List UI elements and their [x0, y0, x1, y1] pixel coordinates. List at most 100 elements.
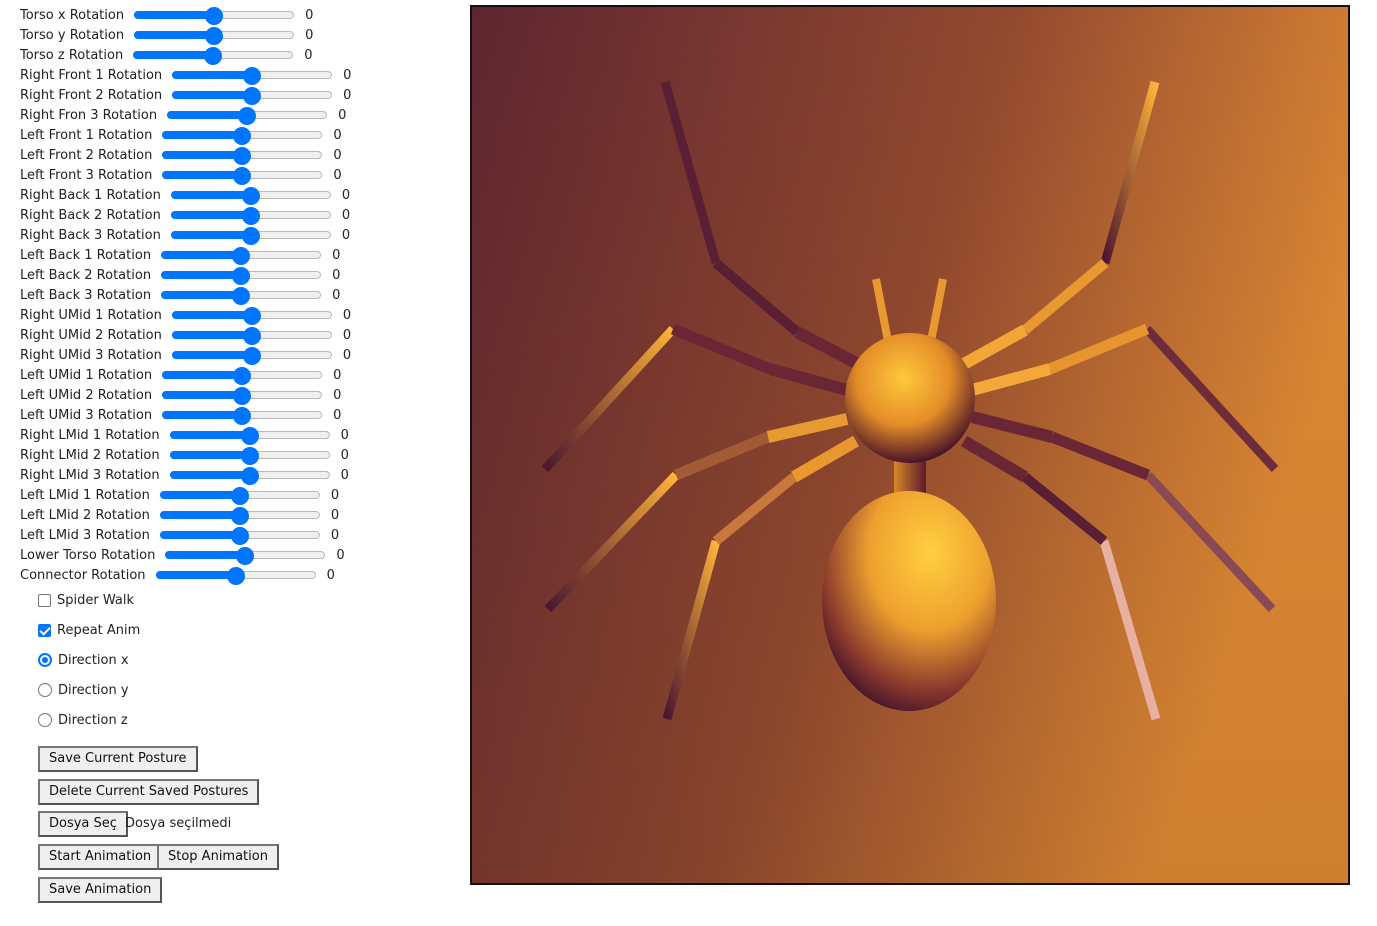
rotation-slider[interactable]: [162, 386, 323, 406]
rotation-slider[interactable]: [162, 146, 323, 166]
repeat-anim-checkbox[interactable]: Repeat Anim: [38, 620, 140, 640]
slider-thumb[interactable]: [242, 307, 261, 325]
rotation-slider[interactable]: [167, 106, 328, 126]
start-animation-button[interactable]: Start Animation: [38, 844, 163, 870]
save-posture-button[interactable]: Save Current Posture: [38, 746, 198, 772]
render-canvas[interactable]: [470, 5, 1350, 885]
slider-thumb[interactable]: [240, 467, 259, 485]
direction-z-dot[interactable]: [38, 713, 52, 727]
slider-thumb[interactable]: [204, 47, 223, 65]
direction-z-radio[interactable]: Direction z: [38, 710, 128, 730]
rotation-slider[interactable]: [162, 126, 323, 146]
rotation-slider[interactable]: [159, 506, 320, 526]
slider-thumb[interactable]: [240, 447, 259, 465]
slider-label: Right Front 1 Rotation: [20, 68, 163, 83]
rotation-slider[interactable]: [170, 226, 331, 246]
slider-label: Right UMid 3 Rotation: [20, 348, 162, 363]
direction-x-radio[interactable]: Direction x: [38, 650, 129, 670]
slider-thumb[interactable]: [241, 227, 260, 245]
rotation-slider[interactable]: [159, 526, 320, 546]
slider-fill: [162, 371, 243, 379]
direction-y-radio[interactable]: Direction y: [38, 680, 129, 700]
rotation-slider[interactable]: [162, 166, 323, 186]
slider-thumb[interactable]: [232, 287, 251, 305]
slider-thumb[interactable]: [242, 327, 261, 345]
rotation-slider[interactable]: [159, 486, 320, 506]
rotation-slider[interactable]: [172, 86, 333, 106]
rotation-slider[interactable]: [162, 406, 323, 426]
slider-fill: [171, 351, 252, 359]
slider-thumb[interactable]: [232, 247, 251, 265]
rotation-slider[interactable]: [134, 6, 295, 26]
slider-label: Left Front 2 Rotation: [20, 148, 153, 163]
slider-fill: [162, 411, 243, 419]
slider-fill: [171, 311, 252, 319]
slider-label: Left LMid 2 Rotation: [20, 508, 150, 523]
rotation-slider[interactable]: [161, 266, 322, 286]
slider-thumb[interactable]: [230, 507, 249, 525]
choose-file-button[interactable]: Dosya Seç: [38, 811, 128, 837]
slider-thumb[interactable]: [233, 387, 252, 405]
rotation-slider[interactable]: [170, 206, 331, 226]
rotation-slider[interactable]: [155, 566, 316, 586]
slider-fill: [133, 51, 214, 59]
slider-fill: [169, 451, 250, 459]
slider-thumb[interactable]: [233, 147, 252, 165]
slider-value: 0: [304, 48, 313, 63]
slider-thumb[interactable]: [243, 87, 262, 105]
rotation-slider[interactable]: [169, 466, 330, 486]
slider-thumb[interactable]: [232, 267, 251, 285]
slider-thumb[interactable]: [243, 67, 262, 85]
rotation-slider[interactable]: [161, 286, 322, 306]
mandible-left: [872, 278, 892, 342]
slider-thumb[interactable]: [238, 107, 257, 125]
repeat-anim-box[interactable]: [38, 623, 51, 637]
leg-right-back-base: [960, 435, 1029, 483]
rotation-slider[interactable]: [133, 46, 294, 66]
direction-y-dot[interactable]: [38, 683, 52, 697]
delete-postures-button[interactable]: Delete Current Saved Postures: [38, 779, 260, 805]
slider-row: Torso x Rotation 0: [20, 6, 313, 26]
slider-value: 0: [343, 68, 352, 83]
slider-value: 0: [332, 268, 341, 283]
save-animation-button[interactable]: Save Animation: [38, 877, 163, 903]
slider-thumb[interactable]: [241, 207, 260, 225]
slider-thumb[interactable]: [226, 567, 245, 585]
rotation-slider[interactable]: [172, 66, 333, 86]
rotation-slider[interactable]: [161, 246, 322, 266]
spider-walk-checkbox[interactable]: Spider Walk: [38, 590, 134, 610]
slider-thumb[interactable]: [240, 427, 259, 445]
rotation-slider[interactable]: [162, 366, 323, 386]
slider-thumb[interactable]: [242, 347, 261, 365]
slider-thumb[interactable]: [205, 27, 224, 45]
slider-thumb[interactable]: [233, 407, 252, 425]
rotation-slider[interactable]: [134, 26, 295, 46]
slider-thumb[interactable]: [230, 527, 249, 545]
slider-thumb[interactable]: [230, 487, 249, 505]
spider-walk-box[interactable]: [38, 593, 51, 607]
direction-x-dot[interactable]: [38, 653, 52, 667]
slider-thumb[interactable]: [205, 7, 224, 25]
slider-label: Left Back 2 Rotation: [20, 268, 152, 283]
spider-walk-label: Spider Walk: [57, 592, 134, 608]
slider-value: 0: [332, 288, 341, 303]
rotation-slider[interactable]: [171, 306, 332, 326]
slider-thumb[interactable]: [241, 187, 260, 205]
rotation-slider[interactable]: [169, 426, 330, 446]
rotation-slider[interactable]: [171, 326, 332, 346]
slider-thumb[interactable]: [233, 167, 252, 185]
slider-row: Right LMid 1 Rotation 0: [20, 426, 349, 446]
slider-thumb[interactable]: [233, 367, 252, 385]
slider-thumb[interactable]: [236, 547, 255, 565]
rotation-slider[interactable]: [171, 346, 332, 366]
slider-label: Connector Rotation: [20, 568, 146, 583]
slider-fill: [167, 111, 248, 119]
slider-label: Torso x Rotation: [20, 8, 125, 23]
slider-row: Left Front 3 Rotation 0: [20, 166, 342, 186]
slider-row: Left LMid 2 Rotation 0: [20, 506, 339, 526]
stop-animation-button[interactable]: Stop Animation: [157, 844, 279, 870]
rotation-slider[interactable]: [165, 546, 326, 566]
rotation-slider[interactable]: [170, 186, 331, 206]
slider-thumb[interactable]: [233, 127, 252, 145]
rotation-slider[interactable]: [169, 446, 330, 466]
